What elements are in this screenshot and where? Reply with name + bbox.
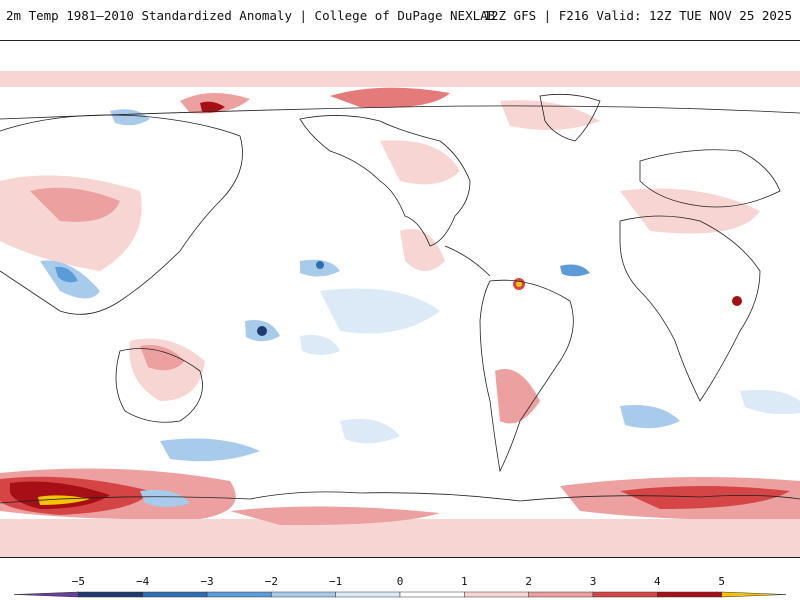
legend-color-bin: [464, 591, 529, 598]
africa-coastline: [619, 215, 761, 402]
warm-anomaly-region: [140, 345, 185, 371]
warm-anomaly-region: [516, 281, 522, 287]
warm-anomaly-region: [380, 140, 460, 185]
legend-bins: [13, 591, 787, 598]
cool-anomaly-region: [316, 261, 324, 269]
warm-anomaly-region: [620, 188, 760, 234]
europe-coastline: [639, 149, 781, 208]
legend-tick-label: −4: [136, 575, 150, 588]
warm-anomaly-region: [495, 369, 540, 424]
legend-color-bin: [721, 591, 787, 598]
warm-anomaly-region: [230, 506, 440, 526]
legend-tick-label: 0: [397, 575, 404, 588]
antarctica-coastline: [0, 491, 800, 504]
warm-anomaly-region: [400, 229, 445, 271]
warm-anomaly-region: [0, 71, 800, 87]
cool-anomaly-region: [620, 405, 680, 429]
anomaly-map-canvas: [0, 41, 800, 557]
warm-anomaly-region: [200, 101, 225, 113]
cool-anomaly-region: [740, 389, 800, 415]
cool-anomaly-region: [320, 288, 440, 334]
greenland-coastline: [539, 93, 601, 142]
cool-anomaly-region: [110, 109, 150, 126]
cool-anomaly-region: [340, 418, 400, 444]
legend-color-bin: [335, 591, 401, 598]
legend-ticks: −5 −4 −3 −2 −1 0 1 2 3 4 5: [72, 575, 725, 588]
north-america-coastline: [299, 115, 471, 247]
legend-color-bin: [206, 591, 272, 598]
color-scale-canvas: −5 −4 −3 −2 −1 0 1 2 3 4 5: [13, 575, 787, 598]
cool-anomaly-region: [300, 335, 340, 355]
warm-anomaly-region: [38, 495, 90, 505]
arctic-coastline: [0, 105, 800, 120]
model-run-info: 12Z GFS | F216 Valid: 12Z TUE NOV 25 202…: [483, 8, 792, 23]
warm-anomaly-region: [10, 481, 110, 509]
legend-color-bin: [592, 591, 658, 598]
south-america-coastline: [479, 279, 574, 473]
legend-color-bin: [78, 591, 143, 598]
asia-coastline: [0, 114, 243, 315]
legend-tick-label: 3: [590, 575, 597, 588]
cool-anomaly-regions: [40, 109, 800, 507]
map-title: 2m Temp 1981–2010 Standardized Anomaly |…: [6, 8, 496, 23]
legend-tick-label: −5: [72, 575, 85, 588]
warm-anomaly-region: [732, 296, 742, 306]
central-america-coastline: [444, 245, 491, 277]
legend-tick-label: 2: [525, 575, 532, 588]
legend-color-bin: [271, 591, 336, 598]
cool-anomaly-region: [55, 266, 78, 283]
cool-anomaly-region: [160, 438, 260, 462]
cool-anomaly-region: [257, 326, 267, 336]
legend-tick-label: −3: [200, 575, 213, 588]
coastlines: [0, 93, 800, 504]
legend-tick-label: 1: [461, 575, 468, 588]
legend-tick-label: 4: [654, 575, 661, 588]
legend-color-bin: [13, 591, 79, 598]
cool-anomaly-region: [560, 264, 590, 277]
warm-anomaly-region: [30, 187, 120, 222]
cool-anomaly-region: [140, 489, 190, 507]
legend-tick-label: −1: [329, 575, 342, 588]
australia-coastline: [115, 348, 203, 423]
warm-anomaly-region: [0, 519, 800, 557]
map-header: 2m Temp 1981–2010 Standardized Anomaly |…: [0, 0, 800, 40]
color-scale-legend: −5 −4 −3 −2 −1 0 1 2 3 4 5: [0, 558, 800, 600]
legend-color-bin: [399, 591, 465, 598]
legend-color-bin: [528, 591, 594, 598]
warm-anomaly-region: [500, 100, 600, 130]
legend-tick-label: 5: [718, 575, 725, 588]
warm-anomaly-region: [620, 486, 790, 509]
warm-anomaly-region: [330, 87, 450, 108]
legend-color-bin: [142, 591, 208, 598]
legend-color-bin: [657, 591, 722, 598]
legend-tick-label: −2: [265, 575, 278, 588]
anomaly-map: [0, 40, 800, 558]
warm-anomaly-regions: [0, 71, 800, 557]
